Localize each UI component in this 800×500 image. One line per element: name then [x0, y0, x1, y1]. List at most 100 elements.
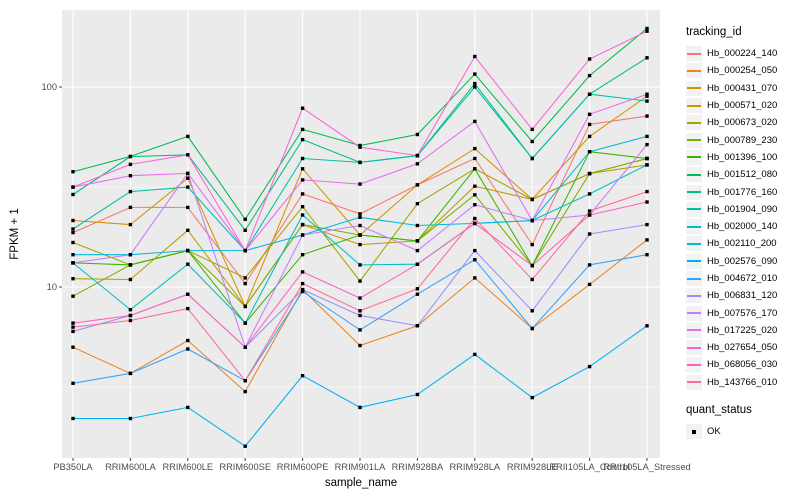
- data-point: [128, 277, 133, 282]
- data-point: [415, 248, 420, 253]
- x-tick-label: RRIM928BA: [392, 462, 444, 472]
- data-point: [645, 56, 649, 60]
- legend-key: [686, 98, 702, 114]
- data-point: [415, 287, 420, 291]
- legend-item: Hb_004672_010: [686, 270, 798, 287]
- legend-item: Hb_000673_020: [686, 114, 798, 131]
- data-point: [128, 371, 133, 376]
- legend-label: Hb_001396_100: [707, 151, 778, 163]
- data-point: [473, 85, 477, 89]
- x-tick-label: RRII105LA_Control: [549, 462, 630, 472]
- data-point: [186, 292, 190, 296]
- legend-item: Hb_027654_050: [686, 339, 798, 356]
- data-point: [71, 294, 75, 298]
- data-point: [473, 352, 477, 357]
- data-point: [243, 321, 247, 325]
- data-point: [186, 205, 190, 210]
- legend-key: [686, 63, 702, 79]
- legend-line-icon: [687, 139, 701, 142]
- x-tick-label: RRIM928LE: [507, 462, 558, 472]
- legend-label: Hb_001512_080: [707, 169, 778, 181]
- data-point: [587, 209, 592, 213]
- data-point: [645, 238, 649, 242]
- data-point: [415, 292, 420, 296]
- legend-key: [686, 271, 702, 286]
- legend-label: Hb_000673_020: [707, 117, 778, 129]
- x-tick-label: RRIM901LA: [335, 462, 386, 472]
- x-tick-label: PB350LA: [53, 462, 93, 472]
- legend-label: Hb_000224_140: [707, 48, 778, 60]
- legend-item: Hb_068056_030: [686, 356, 798, 373]
- x-tick-label: RRII105LA_Stressed: [603, 462, 690, 472]
- legend-label: Hb_000431_070: [707, 82, 778, 94]
- legend-item: Hb_000789_230: [686, 131, 798, 148]
- data-point: [530, 263, 534, 268]
- legend-label: Hb_002110_200: [707, 238, 777, 250]
- legend-item: Hb_000254_050: [686, 62, 798, 79]
- data-point: [71, 240, 75, 245]
- data-point: [358, 223, 362, 228]
- y-tick-label: 10: [47, 282, 57, 292]
- data-point: [415, 153, 420, 158]
- legend-item: Hb_001776_160: [686, 183, 798, 200]
- data-point: [243, 228, 247, 232]
- data-point: [645, 253, 649, 257]
- legend-line-icon: [687, 225, 701, 228]
- legend-item: Hb_000571_020: [686, 97, 798, 114]
- data-point: [71, 261, 75, 265]
- legend-line-icon: [687, 52, 701, 55]
- data-point: [645, 222, 649, 227]
- legend-line-icon: [687, 346, 701, 349]
- legend-label: Hb_000789_230: [707, 134, 778, 146]
- data-point: [186, 176, 190, 180]
- legend-item: Hb_000431_070: [686, 80, 798, 97]
- legend-line-icon: [687, 277, 701, 280]
- data-point: [473, 248, 477, 253]
- legend-key: [686, 253, 702, 269]
- data-point: [128, 162, 133, 167]
- data-point: [71, 381, 75, 385]
- legend: tracking_id Hb_000224_140 Hb_000254_050 Hb…: [686, 26, 798, 440]
- legend-label: Hb_004672_010: [707, 273, 778, 284]
- legend-line-icon: [687, 121, 701, 124]
- data-point: [186, 171, 190, 176]
- data-point: [645, 189, 649, 194]
- data-point: [358, 182, 362, 186]
- data-point: [473, 54, 477, 59]
- legend-title-quant-status: quant_status: [686, 403, 752, 416]
- data-point: [358, 145, 362, 149]
- legend-label: Hb_002576_090: [707, 255, 778, 267]
- legend-line-icon: [687, 104, 701, 107]
- data-point: [415, 392, 420, 397]
- data-point: [473, 156, 477, 161]
- legend-label: Hb_000254_050: [707, 65, 778, 77]
- data-point: [300, 127, 305, 132]
- data-point: [186, 347, 190, 351]
- data-point: [358, 313, 362, 318]
- data-point: [473, 276, 477, 280]
- data-point: [71, 253, 75, 257]
- legend-item: Hb_007576_170: [686, 304, 798, 321]
- legend-label: Hb_017225_020: [707, 324, 778, 336]
- data-point: [473, 221, 477, 226]
- data-point: [71, 170, 75, 174]
- data-point: [128, 318, 133, 323]
- data-point: [587, 92, 592, 96]
- data-point: [645, 156, 649, 161]
- x-tick-label: RRIM600LE: [162, 462, 213, 472]
- data-point: [186, 248, 190, 253]
- data-point: [128, 313, 133, 318]
- legend-key: [686, 305, 702, 321]
- data-point: [300, 205, 305, 209]
- data-point: [128, 222, 133, 227]
- data-point: [71, 230, 75, 235]
- data-point: [587, 73, 592, 78]
- data-point: [300, 178, 305, 182]
- data-point: [645, 92, 649, 96]
- data-point: [71, 185, 75, 189]
- legend-label: Hb_027654_050: [707, 342, 778, 354]
- data-point: [415, 239, 420, 243]
- data-point: [473, 72, 477, 76]
- y-tick-label: 100: [41, 82, 57, 92]
